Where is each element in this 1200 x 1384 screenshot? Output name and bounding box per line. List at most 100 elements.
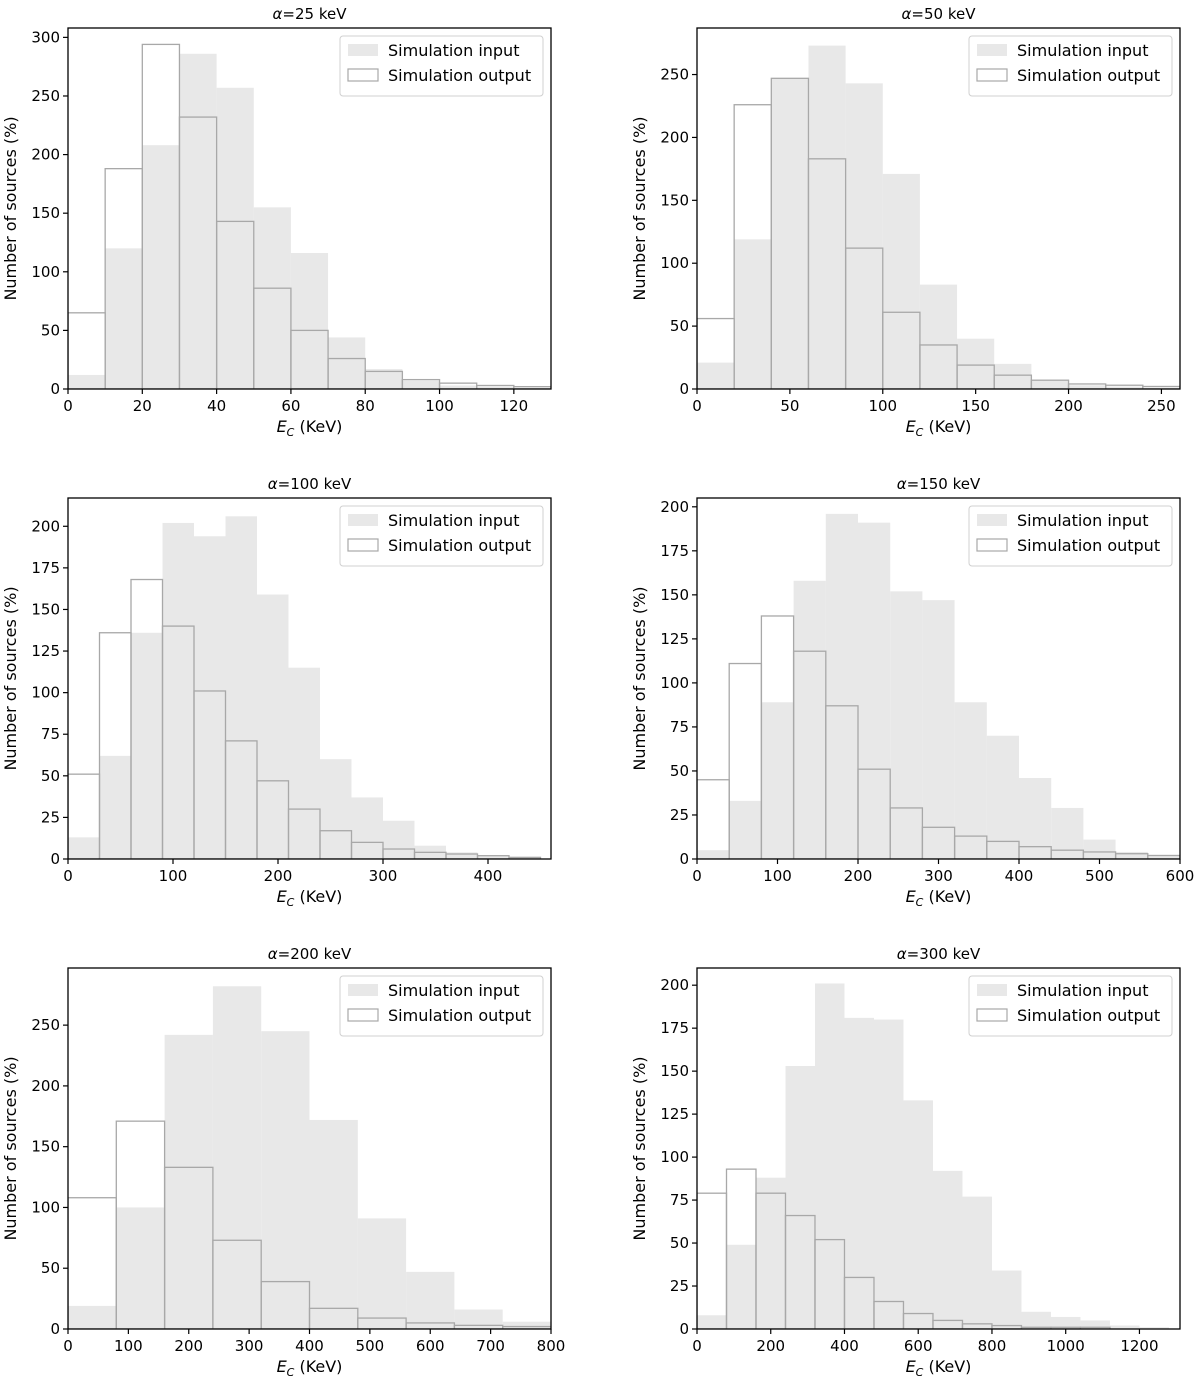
input-bar — [68, 837, 100, 859]
input-bar — [365, 369, 403, 389]
x-tick-label: 400 — [474, 867, 503, 885]
input-bar — [68, 374, 106, 389]
input-bars — [68, 986, 551, 1329]
input-bar — [1019, 777, 1052, 859]
input-bar — [383, 820, 415, 859]
x-tick-label: 400 — [1005, 867, 1034, 885]
x-tick-label: 800 — [978, 1337, 1007, 1355]
y-tick-label: 0 — [679, 380, 689, 398]
legend: Simulation input Simulation output — [339, 35, 544, 97]
y-tick-label: 25 — [670, 1277, 689, 1295]
legend-swatch-input — [977, 984, 1007, 996]
x-tick-label: 300 — [924, 867, 953, 885]
input-bars — [68, 53, 551, 389]
y-tick-label: 50 — [670, 762, 689, 780]
input-bar — [1147, 855, 1180, 859]
input-bar — [761, 702, 794, 859]
input-bar — [919, 284, 958, 389]
input-bar — [994, 363, 1032, 389]
legend-box — [968, 975, 1173, 1037]
chart-panel-3: 0 100 200 300 400 0 25 50 75 100 125 150 175 200 α=100… — [1, 475, 552, 909]
input-bar — [439, 385, 477, 389]
y-tick-label: 50 — [670, 317, 689, 335]
input-bar — [726, 1244, 756, 1329]
input-bar — [890, 591, 923, 859]
x-tick-label: 300 — [369, 867, 398, 885]
input-bar — [729, 800, 762, 859]
legend-swatch-input — [348, 984, 378, 996]
input-bar — [476, 386, 514, 389]
input-bar — [99, 755, 131, 859]
input-bar — [858, 522, 891, 859]
x-tick-label: 0 — [63, 1337, 73, 1355]
y-tick-label: 200 — [31, 146, 60, 164]
x-tick-label: 100 — [763, 867, 792, 885]
legend-box — [968, 35, 1173, 97]
x-tick-label: 40 — [207, 397, 226, 415]
x-tick-label: 250 — [1147, 397, 1176, 415]
legend-label-output: Simulation output — [1017, 536, 1160, 555]
y-tick-label: 150 — [660, 1062, 689, 1080]
legend-swatch-output — [347, 1008, 379, 1022]
legend-label-output: Simulation output — [388, 1006, 531, 1025]
input-bar — [406, 1271, 455, 1329]
legend-box — [339, 975, 544, 1037]
input-bars — [697, 513, 1180, 859]
chart-title: α=150 keV — [897, 475, 981, 493]
y-tick-label: 50 — [41, 767, 60, 785]
input-bar — [402, 380, 440, 389]
input-bar — [225, 516, 257, 859]
input-bar — [734, 239, 772, 389]
y-tick-label: 200 — [660, 498, 689, 516]
legend-label-input: Simulation input — [1017, 981, 1148, 1000]
legend-box — [339, 35, 544, 97]
x-tick-label: 200 — [1054, 397, 1083, 415]
x-tick-label: 0 — [63, 397, 73, 415]
input-bar — [290, 253, 329, 389]
input-bar — [1068, 385, 1106, 389]
x-tick-label: 500 — [356, 1337, 385, 1355]
input-bar — [825, 513, 858, 859]
y-tick-label: 100 — [31, 684, 60, 702]
chart-title: α=25 keV — [273, 5, 348, 23]
input-bar — [164, 1034, 213, 1329]
x-tick-label: 150 — [961, 397, 990, 415]
x-tick-label: 300 — [235, 1337, 264, 1355]
legend-box — [339, 505, 544, 567]
y-tick-label: 0 — [50, 1320, 60, 1338]
axes-frame — [696, 27, 1181, 390]
input-bar — [131, 632, 163, 859]
input-bar — [755, 1177, 786, 1329]
y-tick-label: 150 — [660, 586, 689, 604]
input-bar — [1021, 1311, 1051, 1329]
y-tick-label: 75 — [41, 725, 60, 743]
axes-frame — [67, 27, 552, 390]
y-tick-label: 200 — [31, 1077, 60, 1095]
input-bar — [212, 986, 262, 1329]
y-axis-label: Number of sources (%) — [1, 586, 20, 770]
input-bars — [697, 45, 1180, 389]
input-bar — [1050, 1316, 1081, 1329]
x-tick-label: 100 — [114, 1337, 143, 1355]
chart-title: α=300 keV — [897, 945, 981, 963]
input-bar — [1051, 807, 1084, 859]
input-bar — [105, 248, 143, 389]
x-axis-label: EC (KeV) — [906, 417, 972, 439]
x-axis-label: EC (KeV) — [277, 1357, 343, 1379]
output-bar — [697, 779, 730, 859]
input-bar — [991, 1270, 1022, 1329]
input-bar — [873, 1019, 904, 1329]
x-tick-label: 0 — [692, 397, 702, 415]
x-axis-label: EC (KeV) — [277, 417, 343, 439]
y-tick-label: 100 — [660, 1148, 689, 1166]
y-axis-label: Number of sources (%) — [1, 1056, 20, 1240]
x-tick-label: 60 — [281, 397, 300, 415]
input-bar — [1080, 1320, 1110, 1329]
x-tick-label: 600 — [1166, 867, 1195, 885]
legend-label-input: Simulation input — [1017, 511, 1148, 530]
y-tick-label: 175 — [660, 1019, 689, 1037]
input-bar — [502, 1321, 551, 1329]
input-bar — [309, 1119, 358, 1329]
x-tick-label: 700 — [476, 1337, 505, 1355]
